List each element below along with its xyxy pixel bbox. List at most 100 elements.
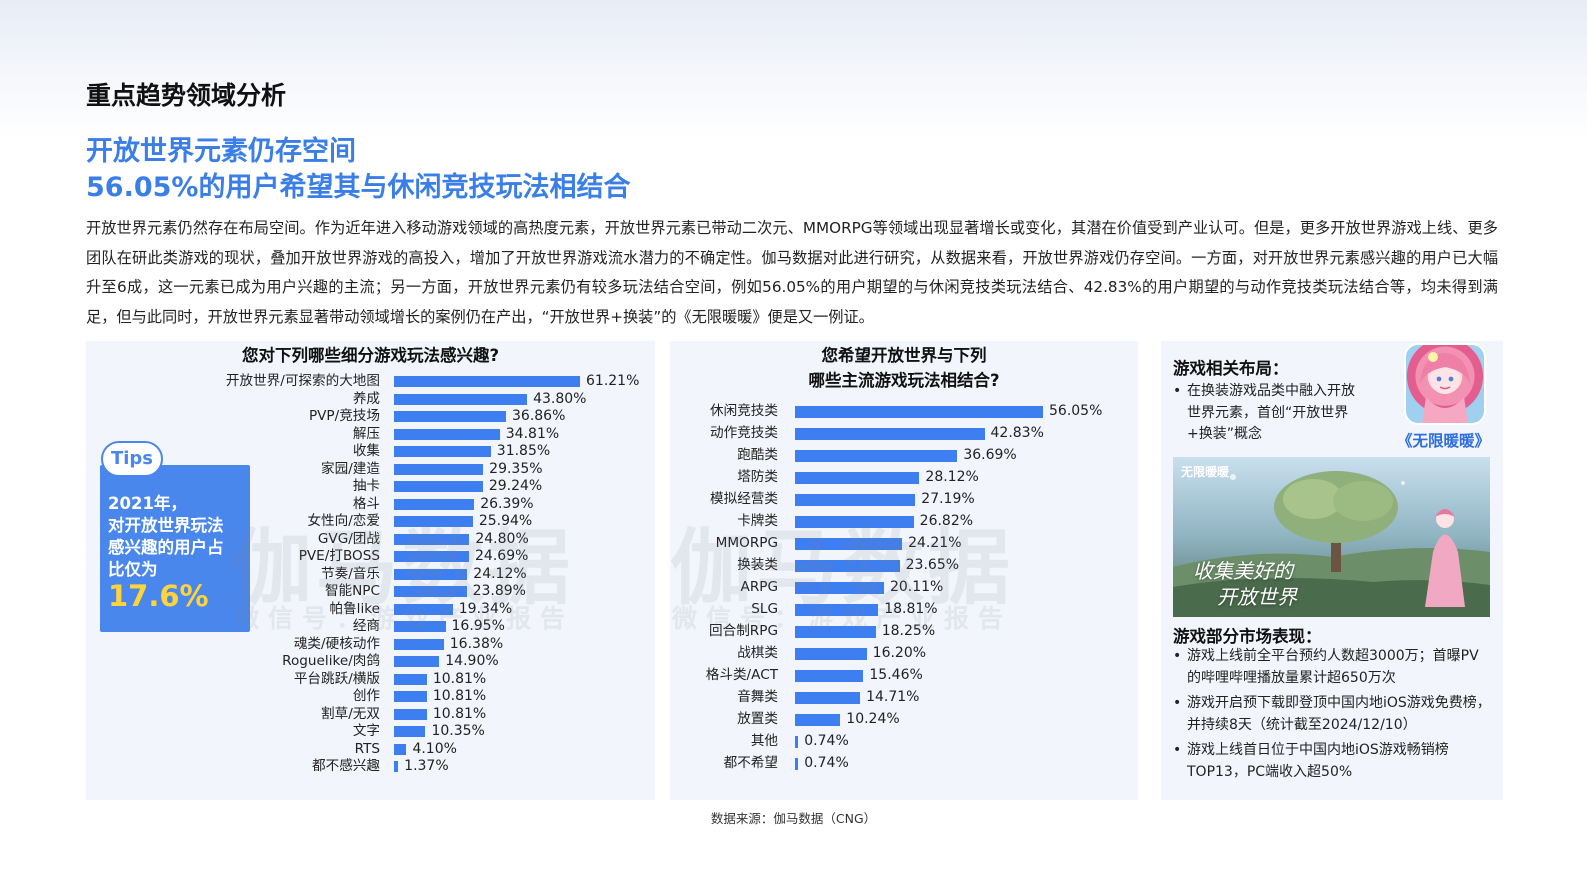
bar: [795, 736, 799, 748]
category-label: PVE/打BOSS: [298, 548, 380, 564]
value-label: 61.21%: [586, 373, 640, 389]
bar: [795, 428, 985, 440]
category-label: 换装类: [737, 557, 778, 573]
market-heading: 游戏部分市场表现：: [1173, 627, 1322, 646]
interest-chart-title: 您对下列哪些细分游戏玩法感兴趣?: [241, 346, 500, 365]
category-label: 养成: [352, 390, 380, 407]
bar: [394, 621, 446, 632]
bar: [394, 498, 475, 510]
value-label: 23.65%: [905, 557, 960, 573]
bar: [394, 551, 470, 562]
value-label: 10.81%: [432, 688, 487, 704]
bar: [795, 692, 861, 704]
value-label: 31.85%: [496, 443, 551, 459]
category-label: 女性向/恋爱: [307, 513, 380, 529]
value-label: 23.89%: [472, 583, 526, 599]
value-label: 19.34%: [458, 600, 513, 617]
value-label: 26.82%: [919, 513, 974, 529]
category-label: 放置类: [737, 711, 778, 727]
layout-bullet: 在换装游戏品类中融入开放世界元素，首创“开放世界+换装”概念: [1173, 381, 1363, 446]
bar: [394, 376, 580, 387]
value-label: 10.24%: [846, 711, 900, 727]
category-label: 创作: [352, 688, 380, 704]
bar: [394, 411, 506, 422]
game-character-image: [1420, 352, 1470, 423]
bar: [394, 516, 473, 527]
game-banner-image: 无限暖暖 收集美好的 开放世界: [1173, 457, 1490, 617]
category-label: 格斗类/ACT: [705, 667, 778, 683]
value-label: 0.74%: [804, 733, 849, 749]
value-label: 1.37%: [404, 758, 449, 774]
market-bullet: 游戏开启预下载即登顶中国内地iOS游戏免费榜，并持续8天（统计截至2024/12…: [1173, 693, 1491, 736]
category-label: 帕鲁like: [329, 600, 381, 617]
value-label: 25.94%: [478, 513, 533, 529]
category-label: 收集: [352, 443, 380, 459]
combination-chart-title-line-2: 哪些主流游戏玩法相结合?: [808, 371, 1000, 390]
category-label: 文字: [352, 723, 380, 739]
tips-line-3: 感兴趣的用户占: [108, 538, 224, 557]
bar: [394, 656, 440, 667]
banner-slogan-line-2: 开放世界: [1217, 585, 1297, 609]
data-source: 数据来源：伽马数据（CNG）: [710, 811, 877, 826]
bar: [394, 726, 426, 737]
category-label: 平台跳跃/横版: [293, 670, 380, 687]
category-label: 开放世界/可探索的大地图: [225, 373, 380, 389]
bar: [394, 743, 407, 755]
value-label: 0.74%: [804, 755, 849, 771]
bar: [394, 533, 470, 545]
bar: [795, 538, 903, 550]
value-label: 34.81%: [505, 425, 560, 442]
value-label: 36.86%: [512, 408, 566, 424]
category-label: 战棋类: [737, 645, 778, 661]
category-label: PVP/竞技场: [308, 408, 380, 424]
value-label: 42.83%: [990, 425, 1044, 441]
bar: [394, 603, 453, 615]
tips-text: 2021年， 对开放世界玩法 感兴趣的用户占 比仅为: [108, 493, 248, 581]
bar: [795, 406, 1043, 418]
value-label: 56.05%: [1049, 403, 1103, 419]
category-label: 魂类/硬核动作: [293, 635, 380, 652]
category-label: 跑酷类: [737, 447, 778, 463]
category-label: Roguelike/肉鸽: [282, 653, 380, 669]
bar: [795, 604, 879, 616]
category-label: SLG: [751, 601, 778, 617]
combination-chart-title-line-1: 您希望开放世界与下列: [821, 346, 987, 365]
value-label: 10.81%: [432, 705, 487, 722]
game-case-panel: 游戏相关布局： 在换装游戏品类中融入开放世界元素，首创“开放世界+换装”概念 《…: [1161, 341, 1503, 800]
bar: [394, 481, 483, 492]
category-label: 音舞类: [737, 689, 778, 705]
bar: [795, 670, 864, 682]
bar: [394, 638, 444, 650]
value-label: 18.81%: [884, 601, 938, 617]
category-label: 解压: [352, 425, 380, 442]
value-label: 18.25%: [881, 623, 936, 639]
tips-line-1: 2021年，: [108, 494, 187, 513]
category-label: RTS: [354, 740, 380, 757]
bar: [394, 446, 491, 457]
bar: [795, 450, 958, 462]
value-label: 28.12%: [925, 469, 979, 485]
value-label: 16.38%: [449, 635, 504, 652]
value-label: 24.80%: [475, 530, 529, 547]
tips-badge: Tips: [101, 441, 163, 477]
bar: [795, 494, 916, 506]
banner-logo-text: 无限暖暖: [1181, 465, 1230, 479]
value-label: 29.24%: [488, 478, 543, 494]
value-label: 10.35%: [431, 723, 485, 739]
tips-highlight-value: 17.6%: [108, 579, 209, 613]
value-label: 24.12%: [473, 565, 527, 582]
value-label: 20.11%: [889, 579, 944, 595]
category-label: 休闲竞技类: [710, 403, 778, 419]
bar: [795, 516, 914, 528]
market-bullet: 游戏上线前全平台预约人数超3000万；首曝PV的哔哩哔哩播放量累计超650万次: [1173, 646, 1491, 689]
bar: [394, 463, 484, 475]
value-label: 24.69%: [475, 548, 529, 564]
value-label: 10.81%: [432, 670, 487, 687]
headline-line-1: 开放世界元素仍存空间: [86, 136, 356, 167]
value-label: 29.35%: [489, 460, 543, 477]
bar: [795, 648, 867, 660]
category-label: MMORPG: [715, 535, 778, 551]
value-label: 4.10%: [412, 740, 457, 757]
bar: [394, 393, 528, 405]
headline: 开放世界元素仍存空间 56.05%的用户希望其与休闲竞技玩法相结合: [86, 134, 630, 206]
